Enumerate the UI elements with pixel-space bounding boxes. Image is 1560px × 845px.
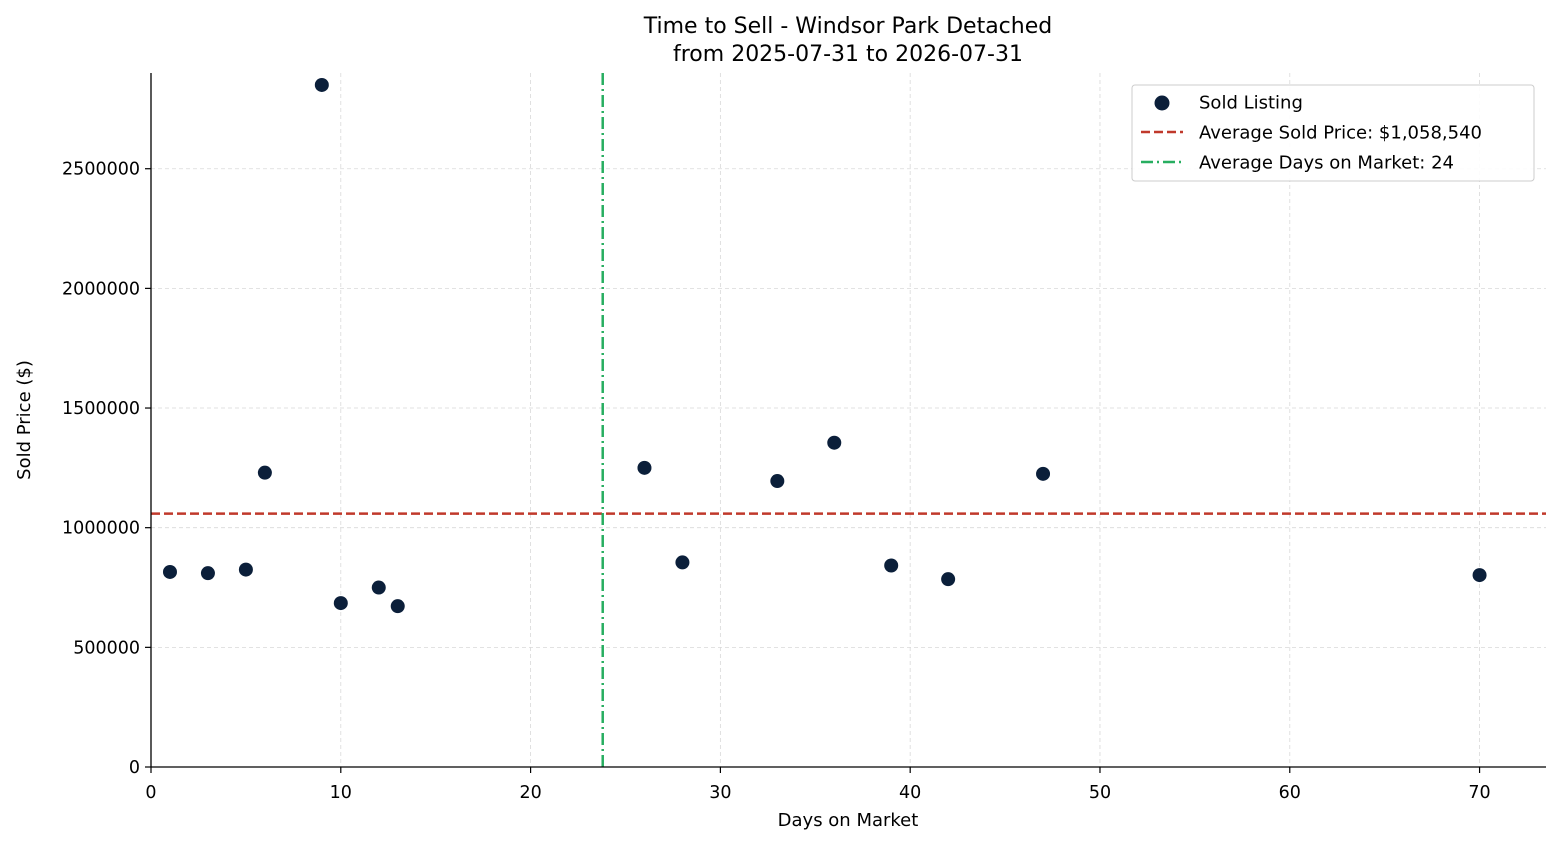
x-tick-label: 0 [145,783,156,803]
x-tick-label: 40 [899,783,921,803]
y-axis-ticks: 0 500000 1000000 1500000 2000000 2500000 [62,160,151,778]
x-axis-ticks: 0 10 20 30 40 50 60 70 [145,767,1491,803]
legend-frame [1131,84,1535,182]
x-tick-label: 20 [519,783,541,803]
x-tick-label: 50 [1089,783,1111,803]
y-tick-label: 500000 [73,638,140,658]
chart-title-line-1: Time to Sell - Windsor Park Detached [643,14,1052,39]
sold-listing-point [333,596,348,611]
y-tick-label: 1500000 [62,399,140,419]
y-tick-label: 2000000 [62,279,140,299]
y-tick-label: 0 [129,758,140,778]
data-points [162,77,1487,614]
sold-listing-point [884,558,899,573]
x-tick-label: 60 [1279,783,1301,803]
sold-listing-point [257,465,272,480]
sold-listing-point [675,555,690,570]
reference-lines [151,73,1546,767]
sold-listing-point [770,474,785,489]
legend-marker-sold-listing [1154,95,1170,111]
sold-listing-point [637,460,652,475]
x-tick-label: 70 [1468,783,1490,803]
legend-label-average-days: Average Days on Market: 24 [1199,153,1454,174]
legend-label-sold-listing: Sold Listing [1199,93,1303,114]
sold-listing-point [941,572,956,587]
sold-listing-point [200,566,215,581]
sold-listing-point [827,435,842,450]
sold-listing-point [238,562,253,577]
sold-listing-point [1472,568,1487,583]
sold-listing-point [314,77,329,92]
x-tick-label: 30 [709,783,731,803]
y-tick-label: 1000000 [62,519,140,539]
sold-listing-point [1036,466,1051,481]
sold-listing-point [390,599,405,614]
legend: Sold Listing Average Sold Price: $1,058,… [1131,84,1535,182]
x-axis-label: Days on Market [778,810,919,831]
legend-label-average-price: Average Sold Price: $1,058,540 [1199,123,1482,144]
y-axis-label: Sold Price ($) [14,360,35,480]
y-tick-label: 2500000 [62,160,140,180]
sold-listing-point [162,564,177,579]
sold-listing-point [371,580,386,595]
x-tick-label: 10 [330,783,352,803]
chart-title-line-2: from 2025-07-31 to 2026-07-31 [673,42,1023,67]
